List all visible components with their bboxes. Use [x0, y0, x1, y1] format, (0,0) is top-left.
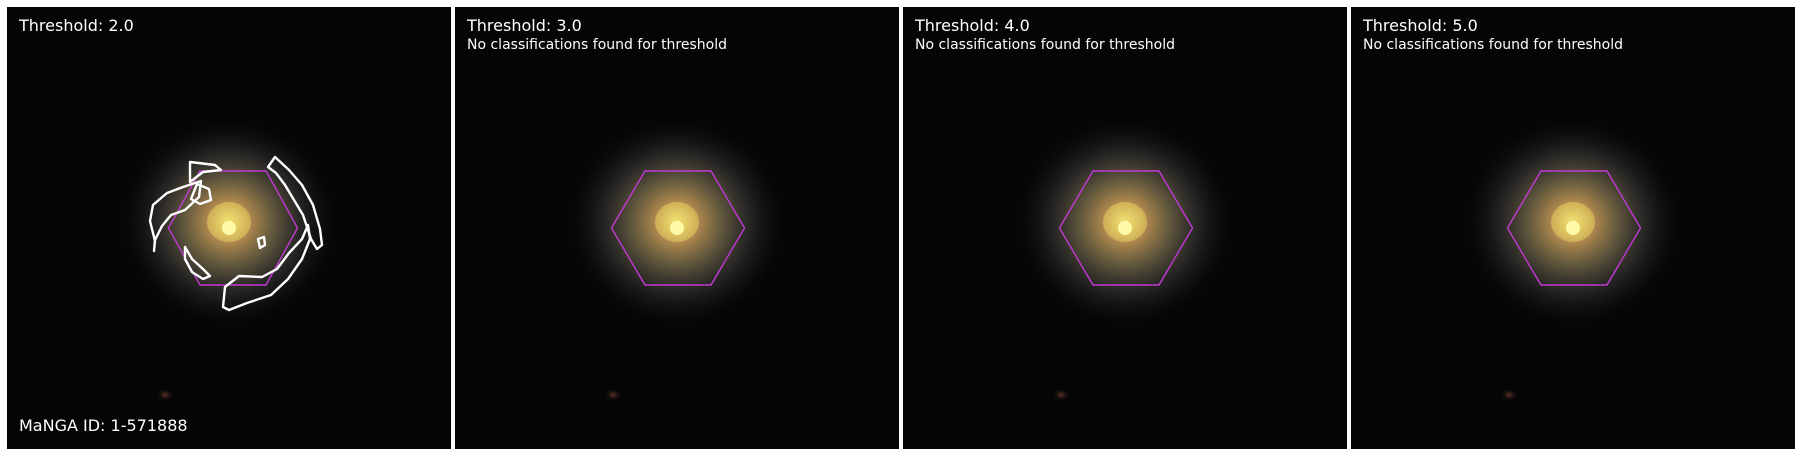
- galaxy-image: [455, 7, 899, 449]
- manga-id-label: MaNGA ID: 1-571888: [19, 416, 188, 435]
- panel-title: Threshold: 3.0: [467, 16, 582, 35]
- panel-title: Threshold: 5.0: [1363, 16, 1478, 35]
- panel-title: Threshold: 4.0: [915, 16, 1030, 35]
- panel-threshold-3: Threshold: 3.0 No classifications found …: [455, 7, 899, 449]
- panel-note: No classifications found for threshold: [467, 37, 727, 53]
- ifu-hexagon: [1506, 170, 1642, 286]
- panel-title: Threshold: 2.0: [19, 16, 134, 35]
- galaxy-image: [903, 7, 1347, 449]
- classification-contours: [148, 155, 324, 312]
- panel-threshold-5: Threshold: 5.0 No classifications found …: [1351, 7, 1795, 449]
- ifu-hexagon: [167, 170, 299, 286]
- panel-note: No classifications found for threshold: [915, 37, 1175, 53]
- ifu-hexagon: [1058, 170, 1194, 286]
- ifu-hexagon: [610, 170, 746, 286]
- panel-note: No classifications found for threshold: [1363, 37, 1623, 53]
- panel-threshold-2: Threshold: 2.0 MaNGA ID: 1-571888: [7, 7, 451, 449]
- galaxy-image: [1351, 7, 1795, 449]
- panel-threshold-4: Threshold: 4.0 No classifications found …: [903, 7, 1347, 449]
- galaxy-image: [7, 7, 451, 449]
